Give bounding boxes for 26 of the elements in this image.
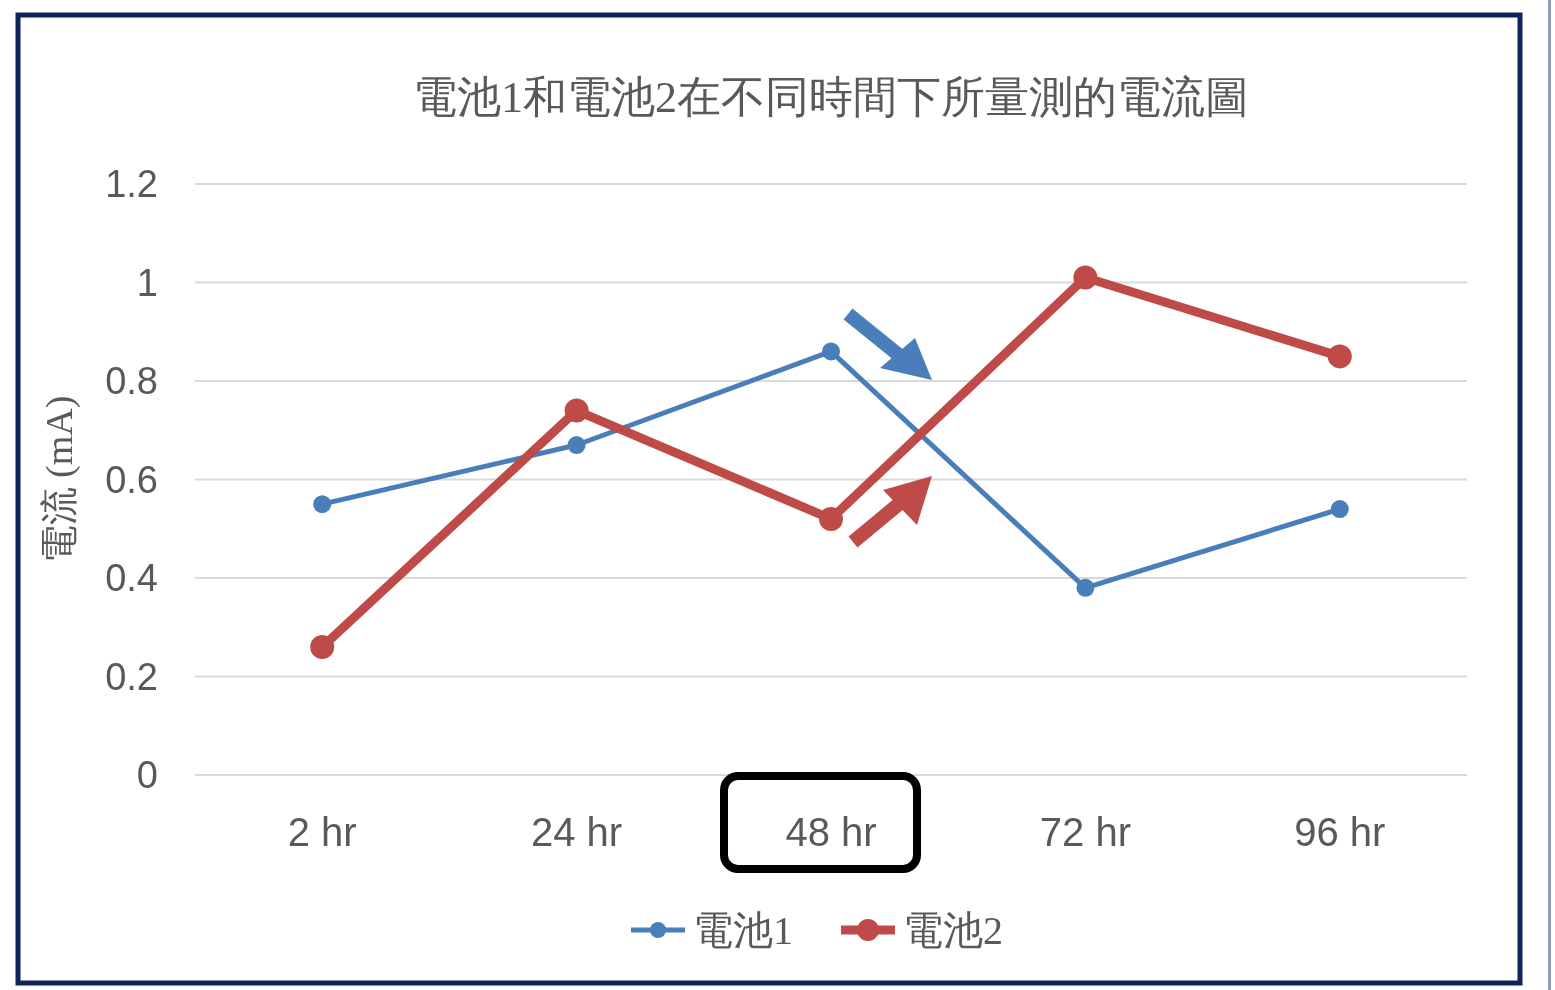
y-tick-label: 0.6 bbox=[105, 458, 158, 501]
point bbox=[564, 398, 589, 423]
y-tick-label: 0 bbox=[136, 754, 158, 797]
x-tick-label: 96 hr bbox=[1294, 810, 1386, 854]
point bbox=[822, 342, 840, 361]
point bbox=[1073, 265, 1098, 290]
x-tick-label: 72 hr bbox=[1039, 810, 1131, 854]
y-tick-label: 1 bbox=[136, 261, 158, 304]
y-tick-label: 1.2 bbox=[105, 163, 158, 206]
y-tick-label: 0.4 bbox=[105, 557, 158, 600]
y-axis-title: 電流 (mA) bbox=[38, 395, 81, 564]
point bbox=[1327, 344, 1352, 369]
legend-label: 電池1 bbox=[693, 908, 793, 953]
point bbox=[567, 436, 586, 455]
x-tick-label: 48 hr bbox=[785, 810, 877, 854]
chart-title: 電池1和電池2在不同時間下所量測的電流圖 bbox=[413, 73, 1249, 122]
x-tick-label: 24 hr bbox=[531, 810, 623, 854]
y-tick-label: 0.8 bbox=[105, 360, 158, 403]
y-tick-label: 0.2 bbox=[105, 655, 158, 698]
legend-label: 電池2 bbox=[903, 908, 1003, 953]
x-tick-label: 2 hr bbox=[287, 810, 357, 854]
point bbox=[819, 506, 843, 531]
point bbox=[313, 495, 332, 514]
point bbox=[1330, 500, 1349, 519]
point bbox=[310, 634, 335, 659]
point bbox=[1076, 578, 1095, 597]
